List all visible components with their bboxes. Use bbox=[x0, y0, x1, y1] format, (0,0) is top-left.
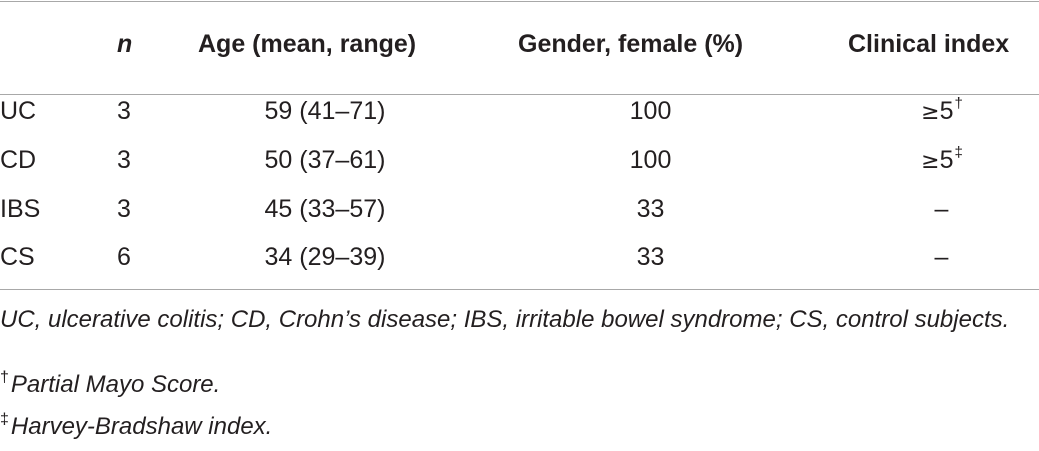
table-top-rule bbox=[0, 1, 1039, 2]
row-age: 50 (37–61) bbox=[264, 146, 386, 174]
row-clinical-index: – bbox=[848, 242, 1036, 276]
row-gender: 100 bbox=[629, 146, 672, 174]
footnote-harvey-bradshaw: ‡Harvey-Bradshaw index. bbox=[0, 411, 1034, 446]
table-row: UC 3 59 (41–71) 100 ≥5† bbox=[0, 95, 1039, 146]
row-label: CD bbox=[0, 146, 37, 174]
header-clinical-index: Clinical index bbox=[848, 30, 1010, 58]
index-value: 5 bbox=[939, 97, 954, 125]
row-clinical-index: – bbox=[848, 194, 1036, 228]
footnote-text: Harvey-Bradshaw index. bbox=[10, 413, 273, 440]
index-value: 5 bbox=[939, 146, 954, 174]
row-n: 3 bbox=[117, 146, 131, 174]
row-age: 34 (29–39) bbox=[264, 243, 386, 271]
row-gender: 33 bbox=[636, 195, 665, 223]
row-age: 59 (41–71) bbox=[264, 97, 386, 125]
index-footnote-mark: † bbox=[954, 95, 963, 112]
footnote-partial-mayo: †Partial Mayo Score. bbox=[0, 369, 1034, 404]
index-prefix: ≥ bbox=[921, 100, 940, 125]
row-clinical-index: ≥5† bbox=[848, 95, 1036, 130]
index-value: – bbox=[934, 243, 949, 271]
row-n: 3 bbox=[117, 195, 131, 223]
table-row: CS 6 34 (29–39) 33 – bbox=[0, 242, 1039, 292]
row-label: CS bbox=[0, 243, 35, 271]
row-label: UC bbox=[0, 97, 37, 125]
header-age: Age (mean, range) bbox=[198, 30, 417, 58]
footnote-abbreviations: UC, ulcerative colitis; CD, Crohn’s dise… bbox=[0, 306, 1010, 333]
row-n: 6 bbox=[117, 243, 131, 271]
table-header-rule bbox=[0, 94, 1039, 95]
row-gender: 100 bbox=[629, 97, 672, 125]
header-n: n bbox=[117, 30, 133, 58]
table-row: CD 3 50 (37–61) 100 ≥5‡ bbox=[0, 144, 1039, 195]
row-age: 45 (33–57) bbox=[264, 195, 386, 223]
row-clinical-index: ≥5‡ bbox=[848, 144, 1036, 179]
table-bottom-rule bbox=[0, 289, 1039, 290]
index-value: – bbox=[934, 195, 949, 223]
index-footnote-mark: ‡ bbox=[954, 144, 963, 161]
table-row: IBS 3 45 (33–57) 33 – bbox=[0, 194, 1039, 244]
index-prefix: ≥ bbox=[921, 149, 940, 174]
row-gender: 33 bbox=[636, 243, 665, 271]
row-label: IBS bbox=[0, 195, 41, 223]
row-n: 3 bbox=[117, 97, 131, 125]
header-gender: Gender, female (%) bbox=[518, 30, 744, 58]
footnote-text: Partial Mayo Score. bbox=[10, 371, 221, 398]
footnote-mark: ‡ bbox=[0, 411, 9, 428]
footnote-mark: † bbox=[0, 369, 9, 386]
